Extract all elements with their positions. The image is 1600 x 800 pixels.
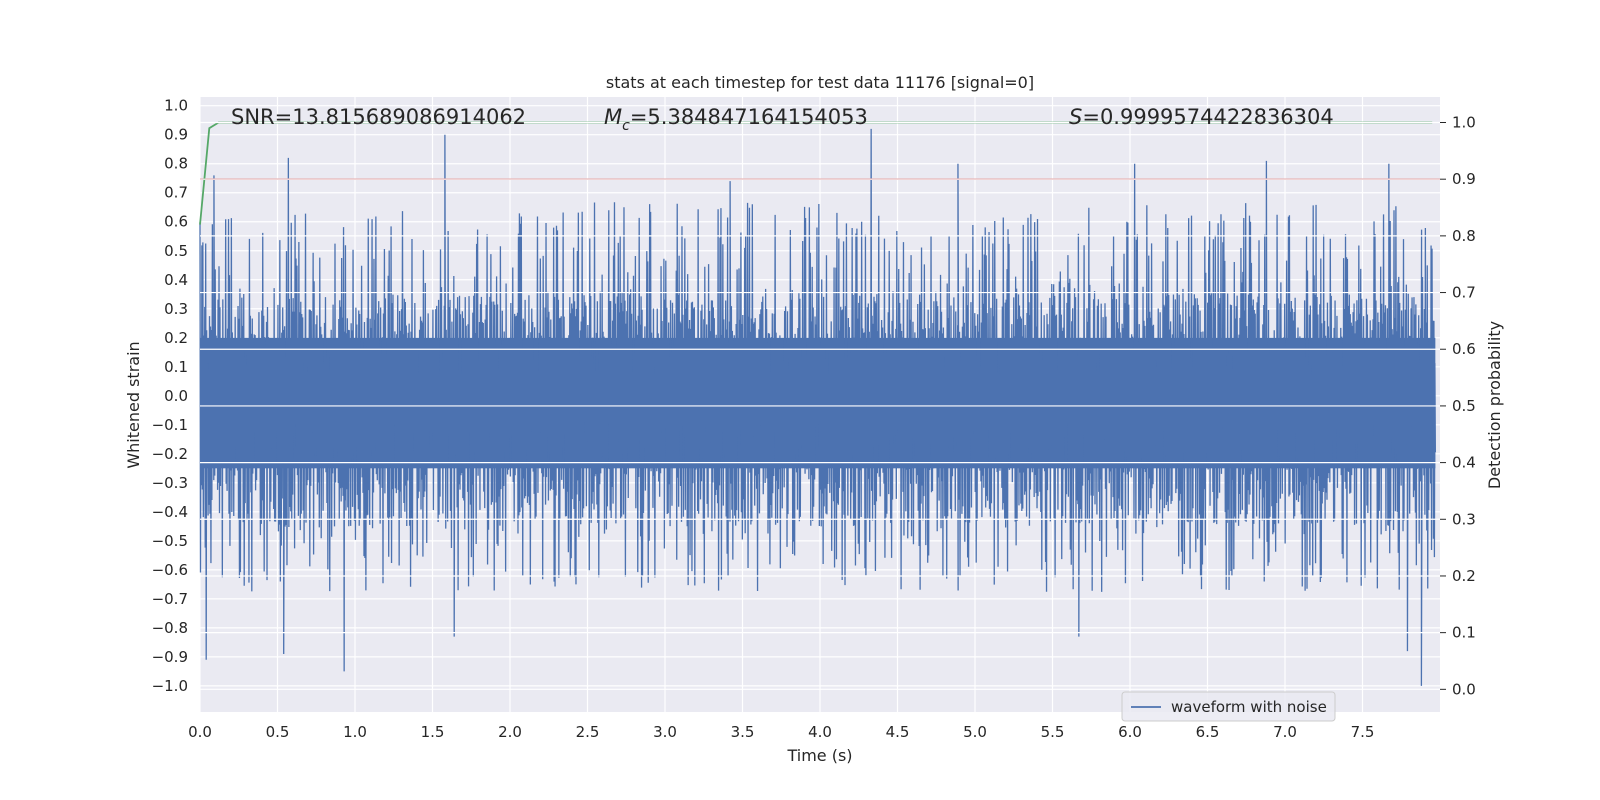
left-y-tick-label: −0.7 <box>152 590 188 608</box>
left-y-tick-label: −0.8 <box>152 619 188 637</box>
legend-waveform-label: waveform with noise <box>1171 698 1327 716</box>
right-y-tick-label: 0.6 <box>1452 340 1476 358</box>
left-y-tick-label: −0.3 <box>152 474 188 492</box>
x-tick-label: 4.0 <box>808 723 832 741</box>
right-y-tick-label: 0.0 <box>1452 680 1476 698</box>
right-y-tick-label: 0.5 <box>1452 397 1476 415</box>
snr-annotation: SNR=13.815689086914062 <box>231 105 526 129</box>
right-y-tick-label: 0.9 <box>1452 170 1476 188</box>
waveform-series <box>199 128 1436 686</box>
chirp-mass-value: =5.384847164154053 <box>630 105 868 129</box>
x-tick-label: 4.5 <box>886 723 910 741</box>
left-y-tick-label: −0.2 <box>152 445 188 463</box>
left-y-tick-label: 1.0 <box>164 97 188 115</box>
score-value: =0.9999574422836304 <box>1082 105 1333 129</box>
right-y-tick-label: 0.3 <box>1452 510 1476 528</box>
x-tick-label: 6.5 <box>1196 723 1220 741</box>
x-tick-label: 0.0 <box>188 723 212 741</box>
x-tick-label: 2.5 <box>576 723 600 741</box>
left-y-tick-label: 0.5 <box>164 242 188 260</box>
left-y-tick-label: 0.4 <box>164 271 188 289</box>
x-tick-label: 7.0 <box>1273 723 1297 741</box>
left-y-tick-label: −0.5 <box>152 532 188 550</box>
left-y-tick-label: 0.8 <box>164 155 188 173</box>
x-tick-label: 3.5 <box>731 723 755 741</box>
chart-title: stats at each timestep for test data 111… <box>606 73 1034 92</box>
left-y-tick-label: −0.6 <box>152 561 188 579</box>
x-tick-label: 5.5 <box>1041 723 1065 741</box>
legend: waveform with noise <box>1121 691 1336 722</box>
legend-box <box>1121 691 1336 722</box>
right-axis-gridlines <box>200 121 1440 690</box>
left-y-tick-label: −0.9 <box>152 648 188 666</box>
right-y-tick-label: 0.7 <box>1452 284 1476 302</box>
right-y-axis-label: Detection probability <box>1485 321 1504 489</box>
x-axis-label: Time (s) <box>786 746 852 765</box>
left-y-tick-label: −1.0 <box>152 677 188 695</box>
left-y-tick-label: 0.6 <box>164 213 188 231</box>
left-y-tick-label: −0.4 <box>152 503 188 521</box>
score-annotation: S=0.9999574422836304 <box>1069 105 1334 129</box>
x-axis-ticks: 0.0 0.5 1.0 1.5 2.0 2.5 3.0 3.5 4.0 4.5 5.0 5.5 6.0 6… <box>188 723 1374 741</box>
chirp-mass-subscript: c <box>622 118 630 134</box>
left-y-tick-label: 0.9 <box>164 126 188 144</box>
right-y-tick-label: 0.1 <box>1452 624 1476 642</box>
x-tick-label: 5.0 <box>963 723 987 741</box>
right-axis-ticks: 1.0 0.9 0.8 0.7 0.6 0.5 0.4 0.3 0.2 0.1 0.0 <box>1440 114 1476 698</box>
x-tick-label: 7.5 <box>1351 723 1375 741</box>
right-y-tick-label: 1.0 <box>1452 114 1476 132</box>
score-symbol: S <box>1069 105 1082 129</box>
right-y-tick-label: 0.4 <box>1452 454 1476 472</box>
right-y-tick-label: 0.2 <box>1452 567 1476 585</box>
left-y-tick-label: 0.7 <box>164 184 188 202</box>
chirp-mass-annotation: Mc=5.384847164154053 <box>604 105 868 134</box>
left-y-tick-label: 0.3 <box>164 300 188 318</box>
x-tick-label: 3.0 <box>653 723 677 741</box>
waveform-line <box>199 128 1436 686</box>
left-y-tick-label: 0.0 <box>164 387 188 405</box>
chirp-mass-symbol: M <box>604 105 622 129</box>
left-y-tick-label: 0.2 <box>164 329 188 347</box>
x-tick-label: 1.5 <box>421 723 445 741</box>
x-tick-label: 2.0 <box>498 723 522 741</box>
x-tick-label: 6.0 <box>1118 723 1142 741</box>
left-y-axis-label: Whitened strain <box>124 341 143 468</box>
left-y-tick-label: 0.1 <box>164 358 188 376</box>
right-y-tick-label: 0.8 <box>1452 227 1476 245</box>
x-tick-label: 0.5 <box>266 723 290 741</box>
left-y-tick-label: −0.1 <box>152 416 188 434</box>
x-tick-label: 1.0 <box>343 723 367 741</box>
left-axis-ticks: 1.0 0.9 0.8 0.7 0.6 0.5 0.4 0.3 0.2 0.1 0.0 −0.1 −0.… <box>152 97 188 695</box>
